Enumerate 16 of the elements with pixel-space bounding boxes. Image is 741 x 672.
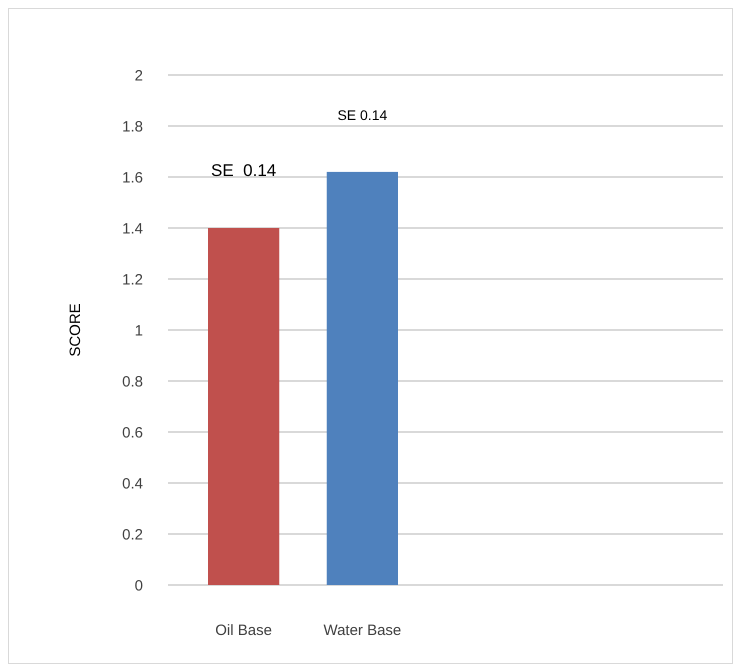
- y-axis-title: SCORE: [67, 303, 84, 357]
- y-tick-label: 1.6: [122, 169, 143, 186]
- y-tick-label: 1: [134, 322, 143, 340]
- annotation: SE 0.14: [211, 161, 276, 180]
- y-tick-label: 1.2: [122, 271, 143, 288]
- annotation: SE 0.14: [337, 106, 388, 123]
- y-tick-label: 0.8: [122, 373, 143, 390]
- x-tick-label: Water Base: [323, 622, 402, 639]
- y-tick-label: 2: [134, 67, 143, 84]
- y-tick-label: 0: [134, 577, 143, 594]
- y-tick-label: 1.8: [122, 118, 143, 136]
- x-tick-label: Oil Base: [215, 622, 272, 639]
- y-tick-label: 0.4: [122, 475, 143, 492]
- y-tick-label: 1.4: [122, 220, 143, 238]
- y-tick-label: 0.6: [122, 424, 143, 442]
- y-tick-label: 0.2: [122, 526, 143, 544]
